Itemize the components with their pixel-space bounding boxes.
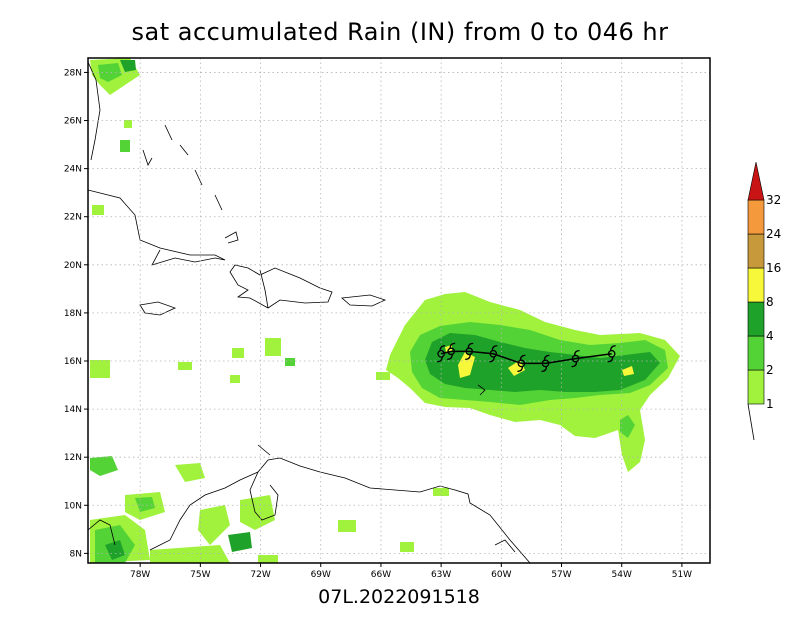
lat-tick-label: 18N — [64, 309, 82, 319]
lat-tick-label: 8N — [70, 549, 82, 559]
colorbar-label: 8 — [766, 295, 774, 309]
lon-tick-label: 60W — [491, 570, 511, 580]
lon-tick-label: 63W — [431, 570, 451, 580]
lat-tick-label: 22N — [64, 213, 82, 223]
colorbar-label: 24 — [766, 227, 781, 241]
tropical-storm-symbol — [607, 345, 616, 363]
storm-id-timestamp: 07L.2022091518 — [318, 586, 480, 608]
coastlines — [88, 61, 531, 563]
colorbar-segment — [747, 233, 765, 269]
colorbar-segment — [747, 369, 765, 405]
lat-tick-label: 24N — [64, 165, 82, 175]
tropical-storm-symbol — [447, 342, 456, 361]
lon-tick-label: 57W — [551, 570, 571, 580]
tropical-storm-symbol — [489, 345, 498, 363]
colorbar-label: 1 — [766, 397, 774, 411]
lat-tick-label: 12N — [64, 453, 82, 463]
rain-swath-main — [386, 292, 680, 472]
lat-tick-label: 20N — [64, 261, 82, 271]
colorbar-segment — [747, 199, 765, 235]
lat-tick-label: 26N — [64, 117, 82, 127]
axis-ticks: 78W 75W 72W 69W 66W 63W 60W 57W 54W 51W 28N 26N 24N 2… — [64, 68, 692, 580]
colorbar-segment — [747, 301, 765, 337]
tropical-storm-symbol — [517, 354, 526, 373]
colorbar-min-tail — [748, 404, 764, 440]
lon-tick-label: 72W — [250, 570, 270, 580]
lon-tick-label: 54W — [612, 570, 632, 580]
tropical-storm-symbol — [541, 354, 550, 373]
lon-tick-label: 75W — [190, 570, 210, 580]
lon-tick-label: 69W — [311, 570, 331, 580]
colorbar-segment — [747, 267, 765, 303]
map-title: sat accumulated Rain (IN) from 0 to 046 … — [131, 18, 669, 46]
colorbar-label: 2 — [766, 363, 774, 377]
lon-tick-label: 66W — [371, 570, 391, 580]
lon-tick-label: 78W — [130, 570, 150, 580]
storm-track — [437, 342, 616, 373]
plot-frame — [87, 57, 711, 564]
colorbar-label: 32 — [766, 193, 781, 207]
tropical-storm-symbol — [571, 349, 580, 368]
colorbar-segment — [747, 335, 765, 371]
colorbar-label: 4 — [766, 329, 774, 343]
lon-tick-label: 51W — [672, 570, 692, 580]
colorbar-max-triangle — [747, 161, 765, 201]
lat-tick-label: 14N — [64, 405, 82, 415]
tropical-storm-symbol — [465, 342, 474, 361]
lat-tick-label: 10N — [64, 501, 82, 511]
lat-tick-label: 28N — [64, 68, 82, 78]
lat-tick-label: 16N — [64, 357, 82, 367]
colorbar-label: 16 — [766, 261, 781, 275]
tropical-storm-symbol — [437, 345, 446, 363]
grid-lines — [88, 58, 710, 563]
